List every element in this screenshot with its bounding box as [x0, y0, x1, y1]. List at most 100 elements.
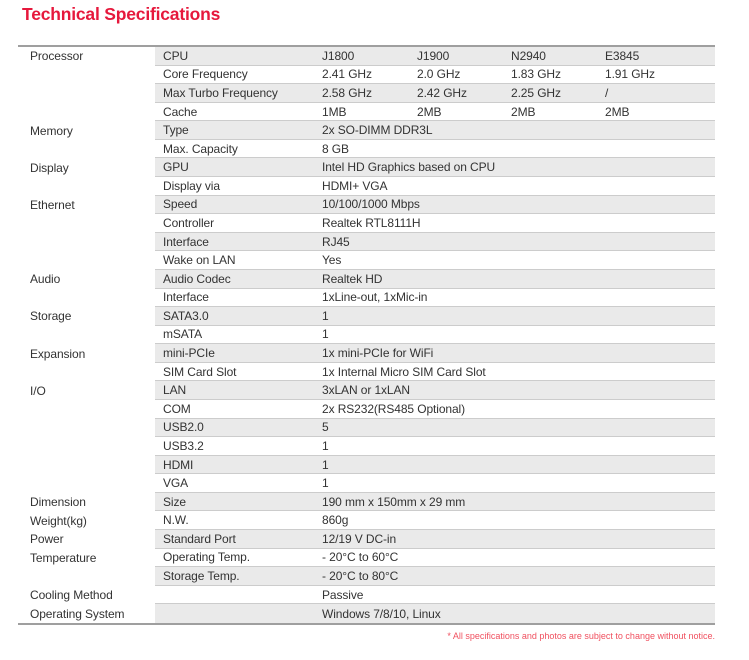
category-cell: Audio — [30, 272, 61, 287]
row-band: HDMI 1 — [155, 455, 715, 475]
category-cell: Expansion — [30, 346, 86, 361]
table-row: USB2.0 5 — [18, 418, 715, 438]
table-row: USB3.2 1 — [18, 437, 715, 456]
page-title: Technical Specifications — [22, 4, 221, 24]
spec-label: Max. Capacity — [163, 141, 238, 156]
spec-label: Core Frequency — [163, 67, 248, 82]
spec-label: Size — [163, 494, 186, 509]
category-cell — [18, 456, 155, 475]
spec-label: Standard Port — [163, 531, 236, 546]
spec-value: 12/19 V DC-in — [322, 531, 397, 546]
spec-value: 2x RS232(RS485 Optional) — [322, 401, 466, 416]
category-cell — [18, 177, 155, 196]
spec-label: HDMI — [163, 457, 194, 472]
table-row: mSATA 1 — [18, 326, 715, 345]
spec-value: 5 — [322, 420, 329, 435]
category-cell: Display — [30, 160, 69, 175]
row-band: Standard Port 12/19 V DC-in — [155, 530, 715, 549]
table-row: I/O LAN 3xLAN or 1xLAN — [18, 381, 715, 400]
spec-value: 1 — [322, 327, 329, 342]
row-band: SIM Card Slot 1x Internal Micro SIM Card… — [155, 363, 715, 382]
spec-label: Storage Temp. — [163, 568, 240, 583]
spec-value: 2.41 GHz — [322, 67, 372, 82]
spec-label: Operating Temp. — [163, 550, 250, 565]
spec-value: 2.42 GHz — [417, 85, 467, 100]
spec-value: 1x mini-PCIe for WiFi — [322, 346, 434, 361]
category-cell — [18, 419, 155, 438]
table-row: Power Standard Port 12/19 V DC-in — [18, 530, 715, 549]
category-cell: Cooling Method — [30, 588, 113, 603]
category-cell — [18, 363, 155, 382]
category-cell: Temperature — [30, 550, 97, 565]
spec-label: SIM Card Slot — [163, 364, 237, 379]
spec-value: Passive — [322, 587, 364, 602]
spec-value: HDMI+ VGA — [322, 178, 388, 193]
spec-label: N.W. — [163, 513, 189, 528]
spec-label: USB2.0 — [163, 420, 204, 435]
spec-label: mSATA — [163, 327, 203, 342]
table-row: HDMI 1 — [18, 455, 715, 475]
category-cell — [18, 474, 155, 493]
table-row: Interface 1xLine-out, 1xMic-in — [18, 289, 715, 308]
spec-value: 1x Internal Micro SIM Card Slot — [322, 364, 486, 379]
table-row: Expansion mini-PCIe 1x mini-PCIe for WiF… — [18, 344, 715, 363]
spec-label: Cache — [163, 104, 198, 119]
table-row: Processor CPU J1800 J1900 N2940 E3845 — [18, 47, 715, 66]
spec-value: 1MB — [322, 104, 347, 119]
spec-value: Intel HD Graphics based on CPU — [322, 160, 496, 175]
table-row: Temperature Operating Temp. - 20°C to 60… — [18, 549, 715, 568]
spec-value: 2MB — [417, 104, 442, 119]
spec-label: Interface — [163, 234, 209, 249]
spec-label: Max Turbo Frequency — [163, 85, 278, 100]
spec-value: 2x SO-DIMM DDR3L — [322, 123, 433, 138]
row-band: Max. Capacity 8 GB — [155, 140, 715, 159]
spec-label: SATA3.0 — [163, 308, 209, 323]
table-row: Cache 1MB 2MB 2MB 2MB — [18, 103, 715, 122]
spec-value: 1.91 GHz — [605, 67, 655, 82]
row-band: Controller Realtek RTL8111H — [155, 214, 715, 233]
row-band: Operating Temp. - 20°C to 60°C — [155, 549, 715, 568]
row-band: Interface 1xLine-out, 1xMic-in — [155, 289, 715, 308]
row-band: COM 2x RS232(RS485 Optional) — [155, 400, 715, 419]
category-cell: Ethernet — [30, 197, 75, 212]
category-cell — [18, 214, 155, 233]
row-band: Audio Codec Realtek HD — [155, 269, 715, 289]
spec-label: Wake on LAN — [163, 253, 236, 268]
row-band: Passive — [155, 586, 715, 605]
category-cell — [18, 400, 155, 419]
row-band: LAN 3xLAN or 1xLAN — [155, 381, 715, 400]
table-row: VGA 1 — [18, 474, 715, 493]
spec-label: Type — [163, 123, 189, 138]
category-cell — [18, 289, 155, 308]
table-row: SIM Card Slot 1x Internal Micro SIM Card… — [18, 363, 715, 382]
table-row: Memory Type 2x SO-DIMM DDR3L — [18, 121, 715, 140]
spec-value: 2.0 GHz — [417, 67, 461, 82]
category-cell — [18, 103, 155, 122]
spec-label — [155, 586, 322, 604]
row-band: Core Frequency 2.41 GHz 2.0 GHz 1.83 GHz… — [155, 66, 715, 85]
table-row: Wake on LAN Yes — [18, 251, 715, 270]
table-row: Storage Temp. - 20°C to 80°C — [18, 567, 715, 586]
row-band: USB2.0 5 — [155, 418, 715, 438]
row-band: Speed 10/100/1000 Mbps — [155, 195, 715, 215]
table-row: Weight(kg) N.W. 860g — [18, 511, 715, 531]
spec-value: 8 GB — [322, 141, 349, 156]
table-row: Display GPU Intel HD Graphics based on C… — [18, 158, 715, 178]
category-cell — [18, 84, 155, 103]
row-band: Storage Temp. - 20°C to 80°C — [155, 567, 715, 586]
spec-value: Realtek RTL8111H — [322, 215, 421, 230]
spec-value: 2MB — [605, 104, 630, 119]
spec-label: Speed — [163, 197, 198, 212]
spec-value: Yes — [322, 253, 342, 268]
spec-value: 190 mm x 150mm x 29 mm — [322, 494, 466, 509]
category-cell: Weight(kg) — [30, 513, 87, 528]
spec-value: Realtek HD — [322, 271, 383, 286]
table-row: Max. Capacity 8 GB — [18, 140, 715, 159]
category-cell: Power — [30, 532, 64, 547]
spec-value: 860g — [322, 513, 349, 528]
spec-value: Windows 7/8/10, Linux — [322, 606, 441, 621]
footnote: * All specifications and photos are subj… — [447, 631, 715, 641]
table-row: Dimension Size 190 mm x 150mm x 29 mm — [18, 492, 715, 512]
spec-label: mini-PCIe — [163, 346, 215, 361]
spec-label: Controller — [163, 215, 215, 230]
